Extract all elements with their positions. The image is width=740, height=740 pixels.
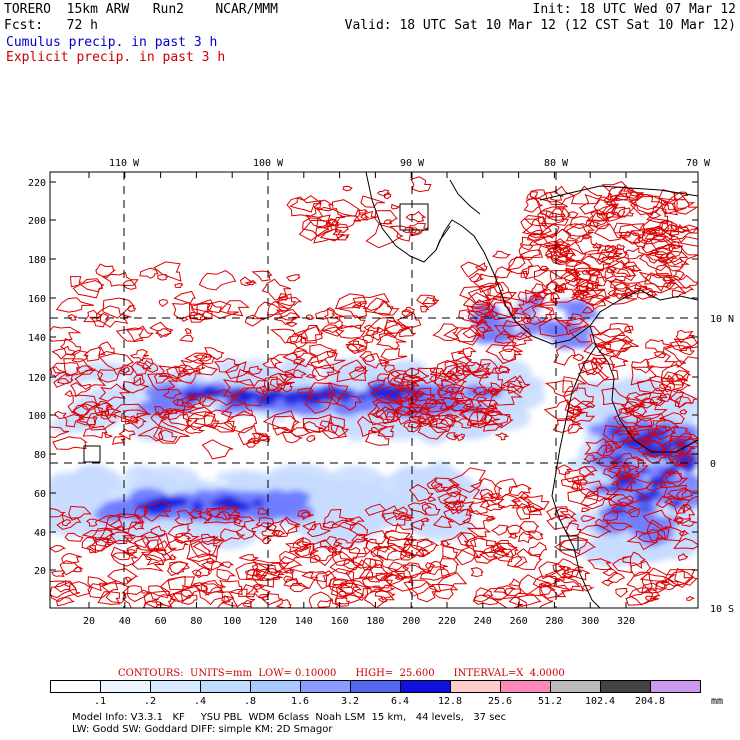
x-tick-label: 180 — [366, 616, 384, 627]
lat-label: 10 N — [710, 314, 734, 325]
lon-label: 80 W — [544, 158, 569, 169]
x-tick-label: 280 — [545, 616, 563, 627]
y-tick-label: 180 — [28, 255, 46, 266]
colorbar-label: 51.2 — [537, 696, 563, 707]
y-tick-label: 20 — [34, 566, 46, 577]
valid-time: Valid: 18 UTC Sat 10 Mar 12 (12 CST Sat … — [344, 18, 736, 33]
colorbar-label: .2 — [143, 696, 157, 707]
colorbar-swatch — [450, 680, 501, 693]
lon-label: 100 W — [253, 158, 284, 169]
colorbar-swatch — [650, 680, 701, 693]
colorbar-swatch — [600, 680, 651, 693]
x-tick-label: 100 — [223, 616, 241, 627]
y-tick-label: 40 — [34, 528, 46, 539]
colorbar-swatch — [200, 680, 251, 693]
lon-label: 90 W — [400, 158, 425, 169]
colorbar-swatch — [400, 680, 451, 693]
run-title: TORERO 15km ARW Run2 NCAR/MMM — [4, 2, 278, 17]
colorbar-label: 12.8 — [437, 696, 463, 707]
forecast-hour: Fcst: 72 h — [4, 18, 98, 33]
x-tick-label: 80 — [190, 616, 202, 627]
x-tick-label: 200 — [402, 616, 420, 627]
x-tick-label: 220 — [438, 616, 456, 627]
colorbar-label: .1 — [93, 696, 107, 707]
x-tick-label: 120 — [259, 616, 277, 627]
init-time: Init: 18 UTC Wed 07 Mar 12 — [532, 2, 737, 17]
colorbar-label: 102.4 — [584, 696, 616, 707]
colorbar-label: 6.4 — [390, 696, 410, 707]
x-tick-label: 260 — [510, 616, 528, 627]
colorbar-label: 204.8 — [634, 696, 666, 707]
y-tick-label: 220 — [28, 178, 46, 189]
colorbar-swatch — [250, 680, 301, 693]
x-tick-label: 60 — [155, 616, 167, 627]
x-tick-label: 140 — [295, 616, 313, 627]
lat-lon-grid — [50, 172, 698, 608]
y-tick-label: 140 — [28, 333, 46, 344]
colorbar-swatch — [150, 680, 201, 693]
colorbar-label: 3.2 — [340, 696, 360, 707]
colorbar-swatch — [550, 680, 601, 693]
x-tick-label: 300 — [581, 616, 599, 627]
model-info-line1: Model Info: V3.3.1 KF YSU PBL WDM 6class… — [72, 712, 507, 723]
y-tick-label: 80 — [34, 450, 46, 461]
model-info-line2: LW: Godd SW: Goddard DIFF: simple KM: 2D… — [72, 724, 333, 735]
lat-label: 10 S — [710, 604, 734, 615]
colorbar-swatch — [50, 680, 101, 693]
legend-explicit: Explicit precip. in past 3 h — [6, 50, 226, 65]
x-tick-label: 320 — [617, 616, 635, 627]
x-tick-label: 240 — [474, 616, 492, 627]
contour-info: CONTOURS: UNITS=mm LOW= 0.10000 HIGH= 25… — [118, 668, 565, 679]
explicit-precip-contours — [50, 176, 698, 608]
map-frame — [49, 171, 699, 609]
x-tick-label: 160 — [331, 616, 349, 627]
y-tick-label: 60 — [34, 489, 46, 500]
y-tick-label: 100 — [28, 411, 46, 422]
colorbar-swatch — [100, 680, 151, 693]
x-tick-label: 20 — [83, 616, 95, 627]
x-tick-label: 40 — [119, 616, 131, 627]
lon-label: 110 W — [109, 158, 140, 169]
colorbar-unit: mm — [710, 696, 724, 707]
y-tick-label: 160 — [28, 294, 46, 305]
colorbar-label: .8 — [243, 696, 257, 707]
lat-label: 0 — [710, 459, 716, 470]
lon-label: 70 W — [686, 158, 711, 169]
colorbar-label: .4 — [193, 696, 207, 707]
y-tick-label: 200 — [28, 216, 46, 227]
colorbar-swatch — [300, 680, 351, 693]
colorbar-label: 25.6 — [487, 696, 513, 707]
y-tick-label: 120 — [28, 373, 46, 384]
model-info: Model Info: V3.3.1 KF YSU PBL WDM 6class… — [72, 712, 506, 736]
colorbar-label: 1.6 — [290, 696, 310, 707]
colorbar-swatch — [500, 680, 551, 693]
legend-cumulus: Cumulus precip. in past 3 h — [6, 35, 218, 50]
colorbar-swatch — [350, 680, 401, 693]
